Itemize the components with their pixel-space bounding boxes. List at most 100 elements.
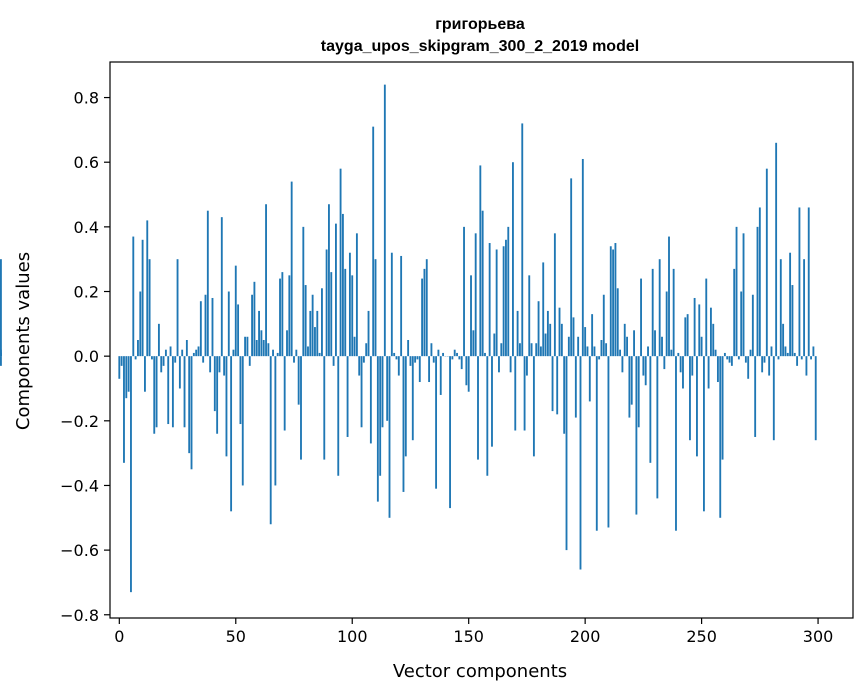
bar: [425, 259, 428, 357]
bar: [171, 356, 174, 428]
bar: [682, 356, 684, 389]
bar: [388, 356, 391, 518]
bar: [416, 356, 419, 360]
bar: [286, 330, 288, 357]
bar: [649, 356, 652, 463]
bar: [335, 223, 337, 357]
bar: [314, 327, 316, 357]
bar: [141, 239, 144, 357]
bar: [267, 343, 270, 357]
bar: [211, 297, 214, 357]
bar: [309, 310, 312, 357]
bar: [712, 323, 715, 357]
bar: [451, 356, 454, 360]
bar: [600, 340, 603, 357]
chart-title: григорьева: [435, 16, 525, 33]
bar: [516, 310, 519, 357]
bar: [244, 336, 247, 357]
bar: [202, 356, 205, 363]
bar: [255, 340, 258, 357]
bar: [307, 346, 309, 357]
bar: [728, 356, 731, 363]
bar: [574, 356, 577, 418]
bar: [553, 233, 556, 357]
bar: [537, 301, 540, 357]
bar: [272, 349, 274, 357]
bar: [777, 356, 780, 360]
bar: [502, 246, 505, 357]
bar: [616, 288, 619, 357]
bar: [137, 340, 139, 357]
bar: [276, 352, 279, 357]
bar: [216, 356, 219, 434]
bar: [751, 294, 754, 357]
bar: [146, 220, 149, 357]
bar: [132, 236, 135, 357]
bar: [376, 356, 379, 502]
bar: [677, 352, 680, 357]
bar: [507, 226, 510, 357]
bar: [546, 310, 549, 357]
x-tick-label: 200: [570, 627, 601, 646]
bar: [346, 356, 349, 437]
bar: [675, 356, 677, 531]
bar: [337, 356, 340, 476]
bar: [798, 207, 801, 357]
bar: [421, 278, 424, 357]
bar: [290, 181, 293, 357]
bar: [339, 168, 342, 357]
bar: [153, 356, 156, 434]
bar: [663, 356, 666, 370]
bar: [521, 123, 524, 357]
bar: [460, 356, 463, 370]
bar: [437, 349, 440, 357]
bar: [765, 168, 768, 357]
bar: [367, 310, 370, 357]
bar: [779, 259, 782, 357]
bar: [730, 356, 733, 366]
bar: [125, 356, 128, 399]
bar: [281, 272, 284, 357]
bar: [332, 356, 335, 366]
bar: [123, 356, 125, 463]
bar: [374, 259, 377, 357]
bar: [453, 349, 456, 357]
bar: [763, 356, 766, 363]
bar: [167, 356, 170, 425]
bar: [721, 356, 724, 460]
bar: [723, 352, 726, 357]
bar: [761, 356, 764, 373]
bar: [169, 346, 172, 357]
bar: [439, 356, 442, 395]
y-tick-label: 0.2: [74, 283, 99, 302]
bar: [318, 352, 321, 357]
bar: [185, 340, 188, 357]
bar: [321, 288, 323, 357]
bar: [644, 356, 647, 386]
bar: [698, 304, 701, 357]
bar: [269, 356, 272, 525]
bar: [556, 356, 559, 415]
bar: [525, 356, 528, 376]
bar: [593, 346, 596, 357]
bar: [651, 268, 654, 357]
y-tick-label: −0.8: [60, 606, 99, 625]
bar: [672, 268, 675, 357]
bar: [668, 236, 670, 357]
bar: [435, 356, 438, 489]
bar: [225, 356, 228, 457]
bar: [700, 336, 703, 357]
bar: [402, 356, 405, 492]
bar: [528, 275, 531, 357]
bar: [178, 356, 181, 389]
bar: [642, 356, 645, 376]
bar: [737, 356, 740, 360]
bar: [772, 356, 775, 441]
bar: [316, 310, 319, 357]
bar: [709, 307, 712, 357]
y-tick-label: 0.6: [74, 153, 99, 172]
bar: [654, 330, 656, 357]
bar: [523, 356, 526, 431]
bar: [509, 356, 512, 373]
bar: [360, 356, 363, 428]
